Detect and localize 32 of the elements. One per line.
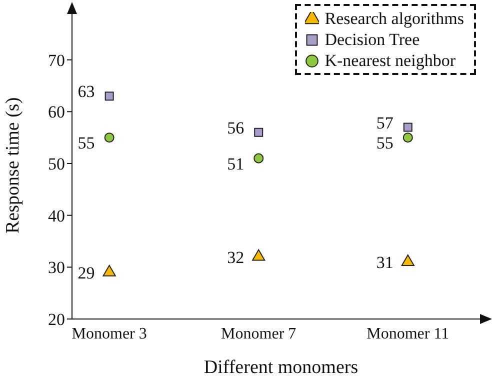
legend-label: Research algorithms [324, 8, 464, 29]
x-axis-title: Different monomers [204, 357, 358, 378]
data-label: 51 [227, 154, 244, 174]
y-tick-label: 70 [48, 50, 65, 70]
data-label: 55 [78, 134, 95, 153]
y-tick-label: 30 [48, 258, 65, 278]
x-tick-label: Monomer 3 [72, 325, 147, 342]
y-axis-title: Response time (s) [2, 97, 24, 234]
data-label: 63 [78, 82, 95, 102]
data-label: 57 [376, 113, 394, 132]
data-label: 56 [227, 118, 244, 138]
point [102, 264, 116, 276]
point [252, 249, 266, 261]
x-tick-label: Monomer 11 [366, 325, 450, 342]
legend-label: K-nearest neighbor [324, 50, 456, 71]
y-tick-label: 40 [48, 206, 65, 226]
point [403, 122, 412, 132]
data-label: 32 [227, 248, 244, 267]
point [254, 128, 264, 137]
point [402, 132, 413, 143]
x-tick-label: Monomer 7 [221, 325, 296, 342]
point [104, 132, 114, 143]
y-tick-label: 60 [48, 102, 65, 122]
y-tick-label: 20 [48, 310, 65, 330]
point [104, 92, 114, 101]
legend-label: Decision Tree [324, 29, 420, 50]
data-label: 29 [78, 263, 95, 282]
point [401, 254, 414, 266]
y-tick-label: 50 [48, 154, 65, 174]
data-label: 31 [376, 253, 394, 272]
data-label: 55 [376, 134, 394, 153]
point [254, 153, 264, 164]
